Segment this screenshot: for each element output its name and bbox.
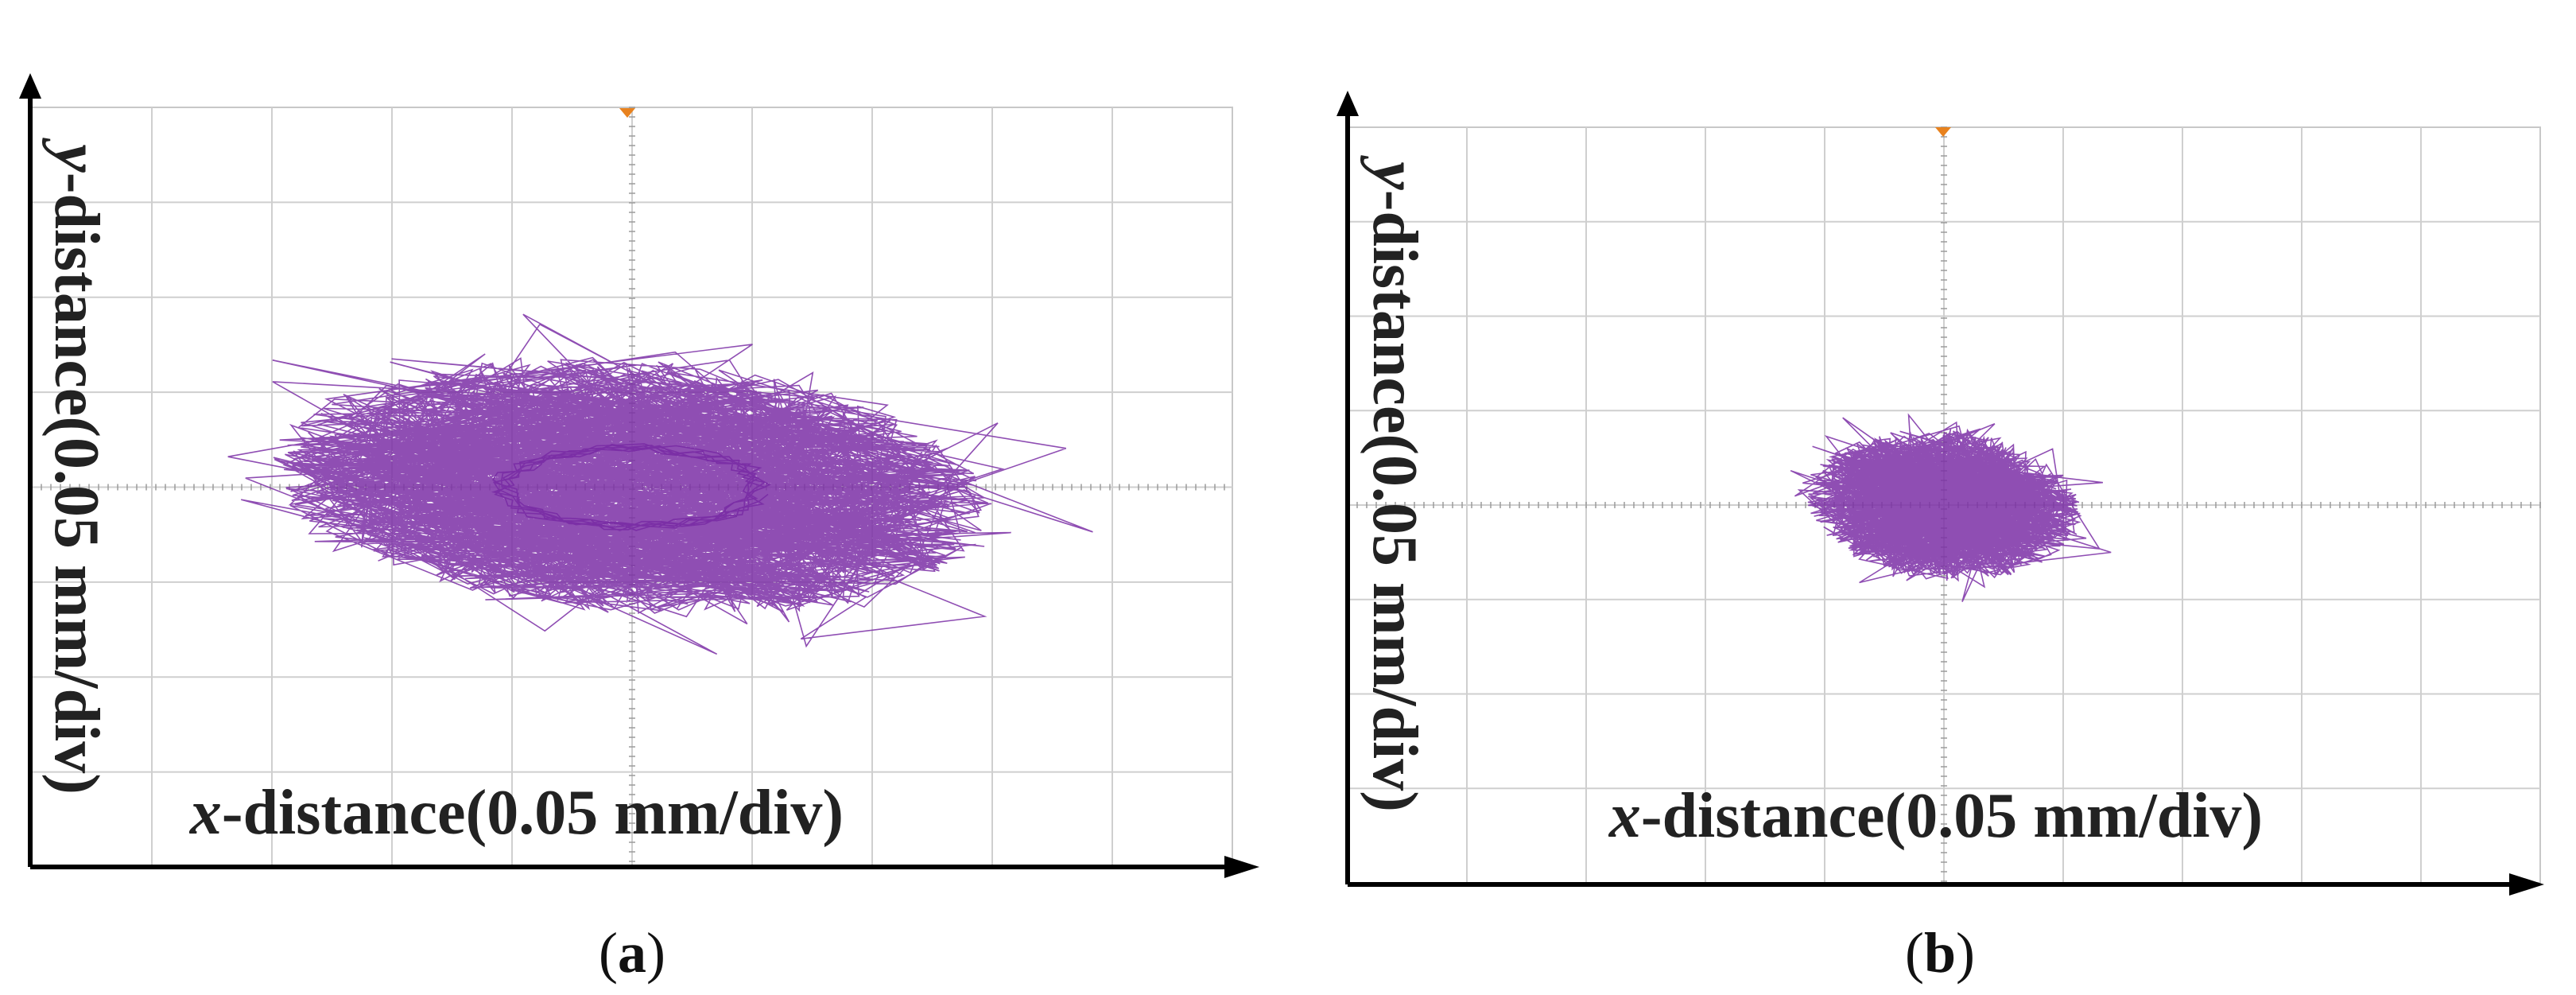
x-axis-title: x-distance(0.05 mm/div) bbox=[1608, 781, 2263, 851]
panel-b: x-distance(0.05 mm/div) y-distance(0.05 … bbox=[1336, 91, 2544, 985]
x-axis-label: -distance(0.05 mm/div) bbox=[1641, 781, 2263, 851]
x-axis-title: x-distance(0.05 mm/div) bbox=[189, 778, 844, 848]
orbit-line bbox=[1790, 413, 2112, 602]
panel-caption: (a) bbox=[599, 921, 665, 985]
x-axis-arrow bbox=[1224, 856, 1259, 878]
y-axis-title: y-distance(0.05 mm/div) bbox=[1360, 154, 1430, 812]
panel-label: a bbox=[618, 921, 646, 985]
y-axis-arrow bbox=[19, 73, 41, 99]
y-axis-arrow bbox=[1336, 91, 1359, 116]
x-axis-arrow bbox=[2509, 873, 2544, 896]
orbit-line bbox=[227, 313, 1093, 655]
panel-caption: (b) bbox=[1905, 921, 1975, 985]
trigger-marker bbox=[1935, 127, 1951, 137]
y-axis-label: -distance(0.05 mm/div) bbox=[41, 173, 111, 795]
trigger-marker bbox=[619, 108, 635, 118]
x-axis-variable: x bbox=[1608, 781, 1641, 851]
orbit-trace bbox=[1790, 413, 2112, 602]
x-axis-label: -distance(0.05 mm/div) bbox=[222, 778, 844, 848]
y-axis-label: -distance(0.05 mm/div) bbox=[1360, 190, 1430, 812]
panel-label: b bbox=[1924, 921, 1956, 985]
x-axis-variable: x bbox=[189, 778, 222, 848]
panel-a: x-distance(0.05 mm/div) y-distance(0.05 … bbox=[19, 73, 1259, 985]
y-axis-title: y-distance(0.05 mm/div) bbox=[41, 137, 111, 795]
orbit-inner-loop bbox=[491, 443, 771, 531]
orbit-trace bbox=[227, 313, 1093, 655]
